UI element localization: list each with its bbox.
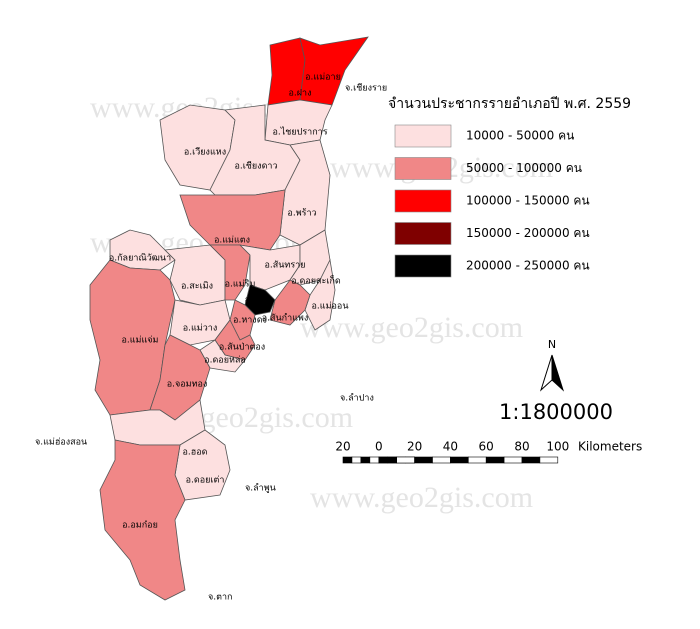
scale-segment [378,456,397,464]
scale-label: 60 [479,440,494,454]
scale-segment [342,456,353,464]
north-arrow [539,354,565,392]
district-label: อ.ฝาง [289,89,312,99]
district-label: อ.แม่แตง [214,236,250,246]
district-label: อ.สันกำแพง [262,313,309,324]
district-label: อ.ฮอด [182,448,207,458]
scale-segment [521,456,541,464]
scale-label: 100 [546,440,569,454]
scale-segment [351,456,362,464]
district-label: อ.แม่แจ่ม [121,336,158,346]
legend-label: 150000 - 200000 คน [466,226,590,240]
district-label: อ.เชียงดาว [234,161,277,172]
district-label: อ.พร้าว [287,208,316,219]
watermark: www.geo2gis.com [310,481,533,514]
scale-ratio: 1:1800000 [499,400,613,424]
district-label: อ.ไชยปราการ [272,127,327,138]
district-label: อ.สันป่าตอง [219,343,265,353]
district-label: อ.กัลยาณิวัฒนา [109,253,171,264]
district-label: อ.หางดง [233,316,267,326]
scale-segment [369,456,380,464]
watermark: www.geo2gis.com [300,311,523,344]
map-title: จำนวนประชากรรายอำเภอปี พ.ศ. 2559 [388,96,631,112]
district-label: อ.ดอยเต่า [186,476,225,486]
district [179,189,286,251]
district-label: อ.แม่ออน [312,302,349,312]
district-label: อ.สะเมิง [181,281,213,292]
district [269,279,311,326]
district-label: อ.สันทราย [264,261,305,271]
district-label: อ.ดอยสะเก็ด [291,274,341,287]
district [299,36,369,106]
legend-swatch [394,189,452,213]
legend-label: 50000 - 100000 คน [466,161,582,175]
scale-label: 0 [375,440,383,454]
province-label: จ.ลำพูน [245,483,276,494]
scale-segment [360,456,371,464]
scale-unit: Kilometers [578,440,642,454]
district-label: อ.เวียงแหง [184,147,226,158]
district-label: อ.เมือง [244,295,271,306]
district-label: อ.อมก๋อย [122,520,158,531]
scale-segment [414,456,433,464]
district [99,439,186,601]
district [289,229,331,286]
legend-label: 10000 - 50000 คน [466,129,574,143]
province-label: จ.ลำปาง [340,393,374,404]
province-label: จ.แม่ฮ่องสอน [35,438,87,448]
legend-swatch [394,124,452,148]
legend-label: 200000 - 250000 คน [466,259,590,273]
scale-segment [503,456,523,464]
district-label: อ.แม่ริม [225,279,256,290]
scale-label: 20 [335,440,350,454]
district-label: อ.ดอยหล่อ [204,356,246,366]
scale-label: 20 [407,440,422,454]
scale-segment [467,456,487,464]
legend-swatch [394,222,452,245]
district-label: อ.จอมทอง [167,380,208,390]
legend-swatch [394,254,452,278]
scale-segment [485,456,505,464]
district-label: อ.แม่อาย [305,73,341,83]
legend-swatch [394,157,452,180]
scale-segment [432,456,451,464]
scale-label: 40 [443,440,458,454]
scale-label: 80 [514,440,529,454]
province-label: จ.เชียงราย [345,83,387,94]
district-label: อ.แม่วาง [183,324,218,334]
legend-label: 100000 - 150000 คน [466,194,590,208]
scale-segment [396,456,415,464]
scale-segment [450,456,469,464]
north-label: N [548,338,556,351]
province-label: จ.ตาก [208,593,232,603]
scale-segment [539,456,559,464]
district [264,99,333,146]
